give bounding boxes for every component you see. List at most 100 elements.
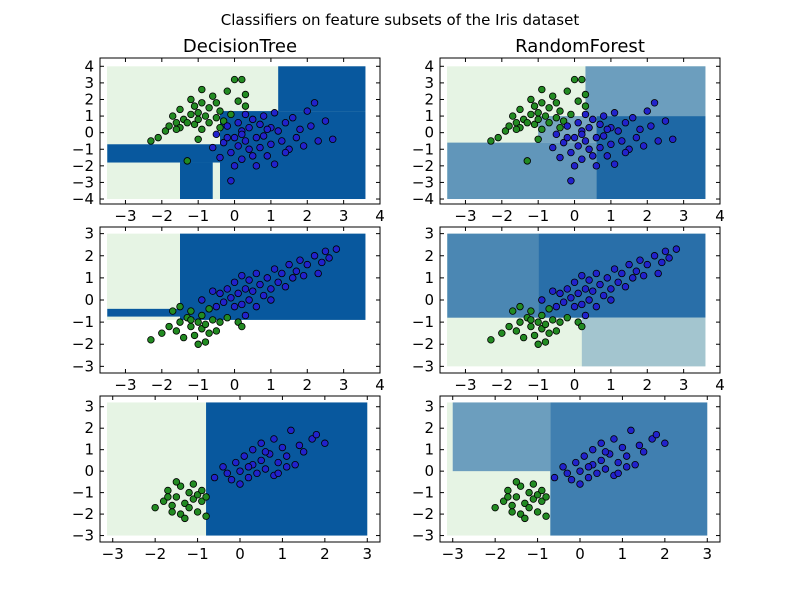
data-point-class-1 (223, 133, 231, 142)
data-point-class-0 (176, 302, 184, 311)
data-point-class-1 (249, 115, 257, 124)
data-point-class-1 (599, 291, 608, 300)
data-point-class-0 (190, 331, 199, 340)
data-point-class-1 (212, 302, 221, 311)
data-point-class-1 (263, 125, 271, 134)
data-point-class-0 (187, 316, 195, 324)
data-point-class-1 (585, 145, 593, 153)
data-point-class-1 (267, 285, 275, 293)
x-tick-label: 1 (606, 207, 616, 225)
data-point-class-1 (632, 133, 641, 142)
y-tick-label: 2 (424, 419, 434, 437)
data-point-class-1 (596, 143, 604, 152)
x-tick-label: 1 (266, 207, 276, 225)
data-point-class-0 (525, 488, 533, 497)
data-point-class-0 (533, 508, 542, 516)
data-point-class-1 (647, 122, 655, 130)
data-point-class-1 (636, 125, 644, 134)
y-tick-label: −2 (72, 335, 94, 353)
data-point-class-1 (278, 443, 287, 452)
x-tick-label: 1 (606, 376, 616, 394)
data-point-class-0 (501, 127, 510, 135)
data-point-class-1 (234, 289, 242, 298)
data-point-class-0 (534, 115, 542, 124)
data-point-class-0 (545, 119, 553, 127)
y-tick-label: −1 (412, 140, 434, 158)
data-point-class-0 (527, 307, 535, 315)
data-point-class-1 (241, 285, 250, 293)
data-point-class-0 (209, 316, 217, 324)
data-point-class-0 (541, 338, 550, 346)
data-point-class-0 (538, 497, 546, 505)
data-point-class-1 (652, 430, 661, 439)
data-point-class-0 (198, 125, 206, 134)
data-point-class-1 (238, 271, 246, 280)
data-point-class-1 (212, 130, 221, 139)
y-tick-label: −2 (412, 157, 434, 175)
data-point-class-0 (529, 480, 538, 488)
x-tick-label: 0 (570, 376, 580, 394)
data-point-class-0 (227, 110, 235, 119)
column-title: RandomForest (515, 36, 645, 57)
data-point-class-0 (223, 87, 231, 95)
data-point-class-0 (238, 75, 246, 84)
y-tick-label: 1 (84, 107, 94, 125)
x-tick-label: 2 (642, 207, 652, 225)
x-tick-label: −1 (187, 376, 209, 394)
axes-frame (439, 57, 721, 205)
data-point-class-0 (193, 491, 202, 499)
data-point-class-1 (267, 140, 275, 148)
data-point-class-1 (578, 155, 586, 163)
data-point-class-0 (194, 115, 202, 124)
subplot-r2c1: −3 −2 −1 0 1 2 3 4 −3 −2 −1 0 1 2 3 (72, 225, 385, 394)
decision-region-0 (596, 116, 706, 200)
data-point-class-0 (165, 322, 173, 331)
y-tick-label: −4 (412, 190, 434, 208)
data-point-class-1 (282, 463, 291, 471)
data-point-class-0 (523, 157, 531, 165)
data-point-class-0 (176, 482, 185, 490)
data-point-class-1 (252, 162, 261, 170)
y-tick-label: −4 (72, 190, 94, 208)
x-tick-label: −2 (484, 545, 506, 563)
x-tick-label: 4 (375, 376, 385, 394)
data-point-class-0 (216, 107, 224, 115)
data-point-class-0 (527, 316, 535, 324)
data-point-class-1 (584, 463, 593, 471)
data-point-class-0 (538, 99, 546, 107)
data-point-class-1 (230, 302, 239, 311)
data-point-class-0 (534, 109, 542, 117)
data-point-class-0 (216, 123, 224, 132)
y-tick-label: 4 (424, 57, 434, 75)
data-point-class-1 (574, 119, 582, 127)
data-point-class-1 (285, 260, 293, 269)
subplot-plot-area (447, 402, 708, 536)
data-point-class-1 (552, 302, 561, 311)
data-point-class-1 (278, 137, 286, 145)
data-point-class-0 (183, 157, 191, 165)
data-point-class-0 (201, 320, 210, 329)
data-point-class-1 (603, 152, 611, 160)
decision-region-1 (447, 233, 539, 318)
data-point-class-1 (310, 252, 319, 260)
data-point-class-1 (621, 283, 630, 291)
data-point-class-1 (291, 461, 299, 469)
data-point-class-1 (581, 110, 590, 119)
data-point-class-1 (310, 99, 319, 107)
decision-region-1 (585, 66, 706, 117)
data-point-class-0 (194, 340, 202, 348)
data-point-class-1 (219, 298, 228, 306)
data-point-class-1 (318, 258, 326, 267)
data-point-class-1 (567, 476, 576, 484)
y-tick-label: −3 (412, 357, 434, 375)
data-point-class-0 (487, 336, 495, 344)
data-point-class-1 (287, 426, 295, 435)
y-tick-label: −3 (412, 527, 434, 545)
y-tick-label: −2 (72, 157, 94, 175)
data-point-class-0 (538, 311, 546, 320)
data-point-class-1 (592, 269, 601, 278)
data-point-class-0 (570, 75, 579, 84)
data-point-class-1 (253, 469, 261, 477)
data-point-class-1 (216, 153, 224, 162)
decision-region-0 (278, 66, 366, 112)
